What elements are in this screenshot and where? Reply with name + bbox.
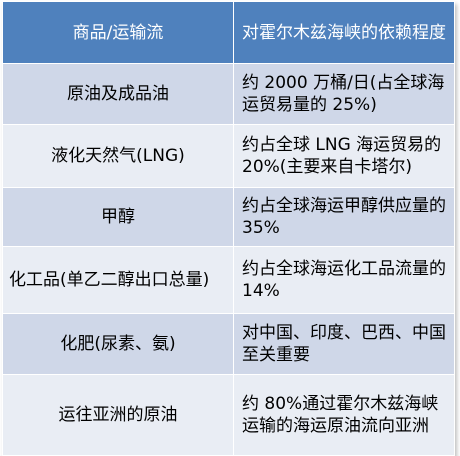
commodity-cell: 甲醇 (2, 187, 234, 247)
table-row: 甲醇 约占全球海运甲醇供应量的 35% (2, 187, 455, 247)
dependency-cell: 约占全球海运化工品流量的 14% (233, 246, 455, 314)
header-dependency: 对霍尔木兹海峡的依赖程度 (233, 1, 455, 64)
table-row: 液化天然气(LNG) 约占全球 LNG 海运贸易的 20%(主要来自卡塔尔) (2, 124, 455, 188)
dependency-cell: 约占全球海运甲醇供应量的 35% (233, 187, 455, 247)
commodity-cell: 化工品(单乙二醇出口总量) (2, 246, 234, 314)
commodity-cell: 化肥(尿素、氨) (2, 313, 234, 375)
dependency-cell: 约占全球 LNG 海运贸易的 20%(主要来自卡塔尔) (233, 124, 455, 188)
table-row: 运往亚洲的原油 约 80%通过霍尔木兹海峡运输的海运原油流向亚洲 (2, 374, 455, 456)
header-row: 商品/运输流 对霍尔木兹海峡的依赖程度 (2, 1, 455, 64)
dependency-cell: 约 80%通过霍尔木兹海峡运输的海运原油流向亚洲 (233, 374, 455, 456)
commodity-cell: 运往亚洲的原油 (2, 374, 234, 456)
table-row: 化肥(尿素、氨) 对中国、印度、巴西、中国至关重要 (2, 313, 455, 375)
dependency-cell: 对中国、印度、巴西、中国至关重要 (233, 313, 455, 375)
commodity-cell: 原油及成品油 (2, 63, 234, 125)
dependency-cell: 约 2000 万桶/日(占全球海运贸易量的 25%) (233, 63, 455, 125)
table-row: 原油及成品油 约 2000 万桶/日(占全球海运贸易量的 25%) (2, 63, 455, 125)
commodity-cell: 液化天然气(LNG) (2, 124, 234, 188)
header-commodity: 商品/运输流 (2, 1, 234, 64)
table-row: 化工品(单乙二醇出口总量) 约占全球海运化工品流量的 14% (2, 246, 455, 314)
